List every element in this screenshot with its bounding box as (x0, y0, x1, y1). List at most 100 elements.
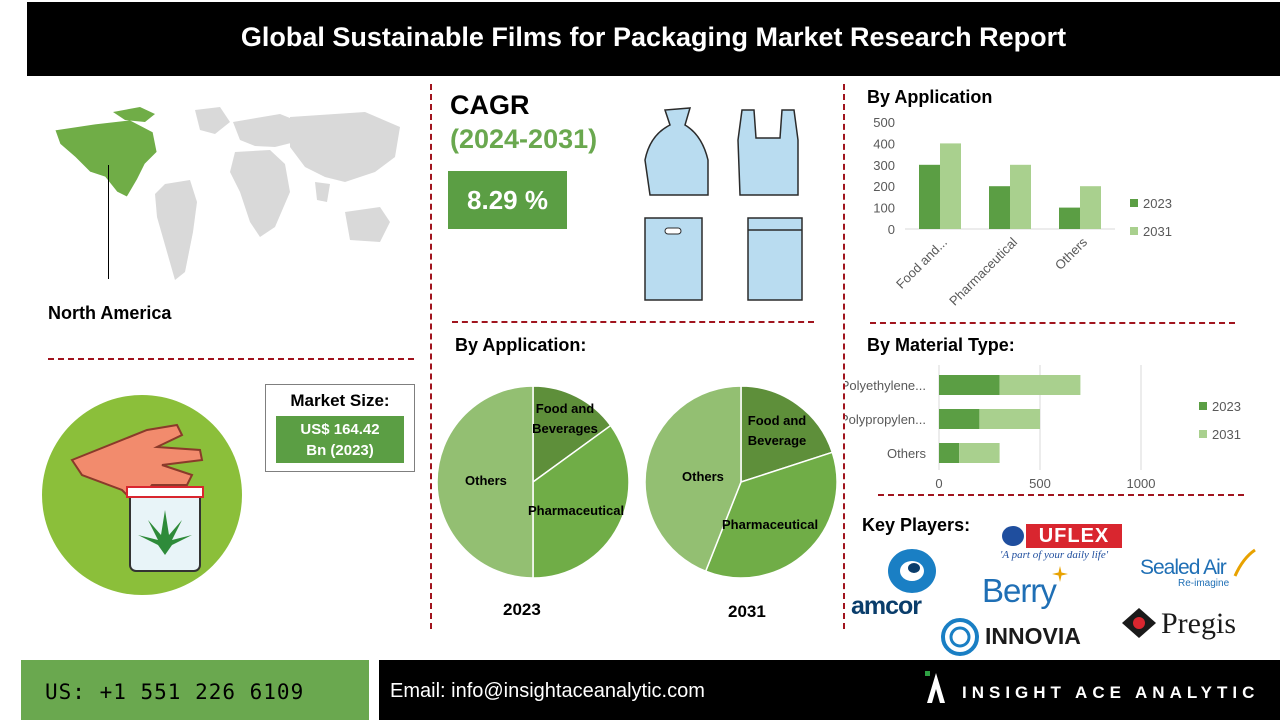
pie-2031-year: 2031 (728, 602, 766, 621)
mat-xtick-1: 500 (1029, 476, 1051, 491)
app-ytick-0: 0 (888, 222, 895, 237)
mat-legend-label-0: 2023 (1212, 399, 1241, 414)
mat-bar-0-1 (999, 375, 1081, 395)
app-chart-title: By Application (867, 87, 993, 107)
market-size-value-line2: Bn (2023) (306, 442, 374, 459)
market-size-label: Market Size: (290, 391, 390, 410)
app-bar-0-1 (940, 143, 961, 229)
app-ytick-1: 100 (873, 201, 895, 216)
mat-xtick-2: 1000 (1127, 476, 1156, 491)
pregis-logo: Pregis (1161, 607, 1236, 640)
north-america-shape (54, 119, 158, 198)
mat-category-0: Polyethylene... (845, 378, 926, 393)
pie-section-title: By Application: (455, 335, 587, 355)
sealed-air-swoosh-icon (1233, 548, 1256, 577)
page-title: Global Sustainable Films for Packaging M… (240, 22, 1067, 52)
app-category-0: Food and... (893, 235, 950, 292)
pie-2023-year: 2023 (503, 600, 541, 619)
app-ytick-4: 400 (873, 136, 895, 151)
app-bar-0-0 (919, 164, 940, 229)
mat-bar-1-0 (939, 409, 980, 429)
divider-left (430, 84, 432, 629)
app-ytick-2: 200 (873, 179, 895, 194)
footer-phone: US: +1 551 226 6109 (45, 680, 305, 704)
pie-chart-2031 (644, 385, 838, 579)
mat-legend-swatch-0 (1199, 402, 1207, 410)
pie-2031-label-others: Others (682, 469, 724, 484)
sealed-air-tagline: Re-imagine (1178, 578, 1230, 589)
divider-material-chart (878, 494, 1244, 496)
material-chart-title: By Material Type: (867, 335, 1015, 355)
hand-jar-illustration (42, 395, 242, 595)
app-legend-swatch-0 (1130, 199, 1138, 207)
berry-star-icon (1052, 566, 1068, 582)
pie-2031-slice-0 (740, 385, 834, 484)
mat-legend-label-1: 2031 (1212, 427, 1241, 442)
pie-2031-slice-2 (644, 385, 742, 573)
divider-app-chart (870, 322, 1235, 324)
tshirt-bag-icon (737, 109, 799, 196)
uflex-logo: UFLEX (1002, 524, 1122, 548)
mat-category-1: Polypropylen... (845, 412, 926, 427)
divider-cagr (452, 321, 814, 323)
bags-illustration (644, 107, 803, 301)
pie-2023-slice-0 (532, 385, 612, 484)
app-legend-label-1: 2031 (1143, 224, 1172, 239)
berry-logo: Berry (982, 572, 1057, 609)
amcor-logo: amcor (851, 592, 922, 620)
pie-2031-slice-1 (704, 451, 838, 579)
app-legend-swatch-1 (1130, 227, 1138, 235)
mat-bar-2-1 (959, 443, 1000, 463)
innovia-icon (941, 618, 979, 656)
map-pointer-line (108, 165, 109, 279)
app-legend-label-0: 2023 (1143, 196, 1172, 211)
mat-bar-2-0 (939, 443, 960, 463)
sealed-air-logo: Sealed Air (1140, 556, 1227, 579)
footer-brand: INSIGHT ACE ANALYTIC (962, 683, 1260, 702)
insight-ace-logo-icon (925, 671, 945, 703)
app-bar-1-0 (989, 186, 1010, 229)
mat-bar-1-1 (979, 409, 1040, 429)
footer-email: Email: info@insightaceanalytic.com (390, 680, 705, 702)
uflex-logo-text: UFLEX (1026, 524, 1122, 548)
world-map (54, 107, 400, 280)
mat-xtick-0: 0 (935, 476, 942, 491)
region-label: North America (48, 303, 172, 323)
material-bar-chart: 0 500 1000 Polyethylene... Polypropylen... Ot… (845, 365, 1241, 491)
pie-2023-label-food: Food and Beverages (532, 401, 598, 436)
pie-2023-label-others: Others (465, 473, 507, 488)
mat-bar-0-0 (939, 375, 1000, 395)
cagr-period: (2024-2031) (450, 124, 598, 154)
pie-2031-label-pharma: Pharmaceutical (722, 517, 819, 532)
title-bar (27, 2, 1280, 76)
app-bar-2-0 (1059, 207, 1080, 229)
app-category-1: Pharmaceutical (946, 234, 1020, 308)
uflex-tagline: 'A part of your daily life' (1000, 549, 1109, 561)
divider-right (843, 84, 845, 629)
die-cut-bag-icon (644, 217, 703, 301)
market-size-value-line1: US$ 164.42 (300, 421, 380, 438)
footer-phone-bar (21, 660, 369, 720)
app-ytick-5: 500 (873, 115, 895, 130)
cagr-value: 8.29 % (448, 171, 567, 229)
app-ytick-3: 300 (873, 158, 895, 173)
pie-2023-slice-1 (532, 424, 630, 579)
pie-2023-slice-2 (436, 385, 534, 579)
pie-2031-label-food: Food and Beverage (747, 413, 807, 448)
app-bar-2-1 (1080, 186, 1101, 229)
mat-legend-swatch-1 (1199, 430, 1207, 438)
cagr-title: CAGR (450, 90, 530, 120)
innovia-logo: INNOVIA (985, 623, 1081, 649)
market-size-value-box (276, 416, 404, 463)
key-players-title: Key Players: (862, 515, 971, 535)
zip-bag-icon (747, 217, 803, 301)
mat-category-2: Others (887, 446, 927, 461)
footer-email-bar (379, 660, 1280, 720)
drawstring-bag-icon (644, 107, 709, 196)
pregis-icon (1122, 608, 1156, 638)
app-bar-1-1 (1010, 164, 1031, 229)
divider-region (48, 358, 414, 360)
amcor-icon (888, 549, 936, 593)
application-bar-chart: 0 100 200 300 400 500 Food and...Pharmaceutica… (873, 115, 1172, 308)
pie-chart-2023 (436, 385, 630, 579)
